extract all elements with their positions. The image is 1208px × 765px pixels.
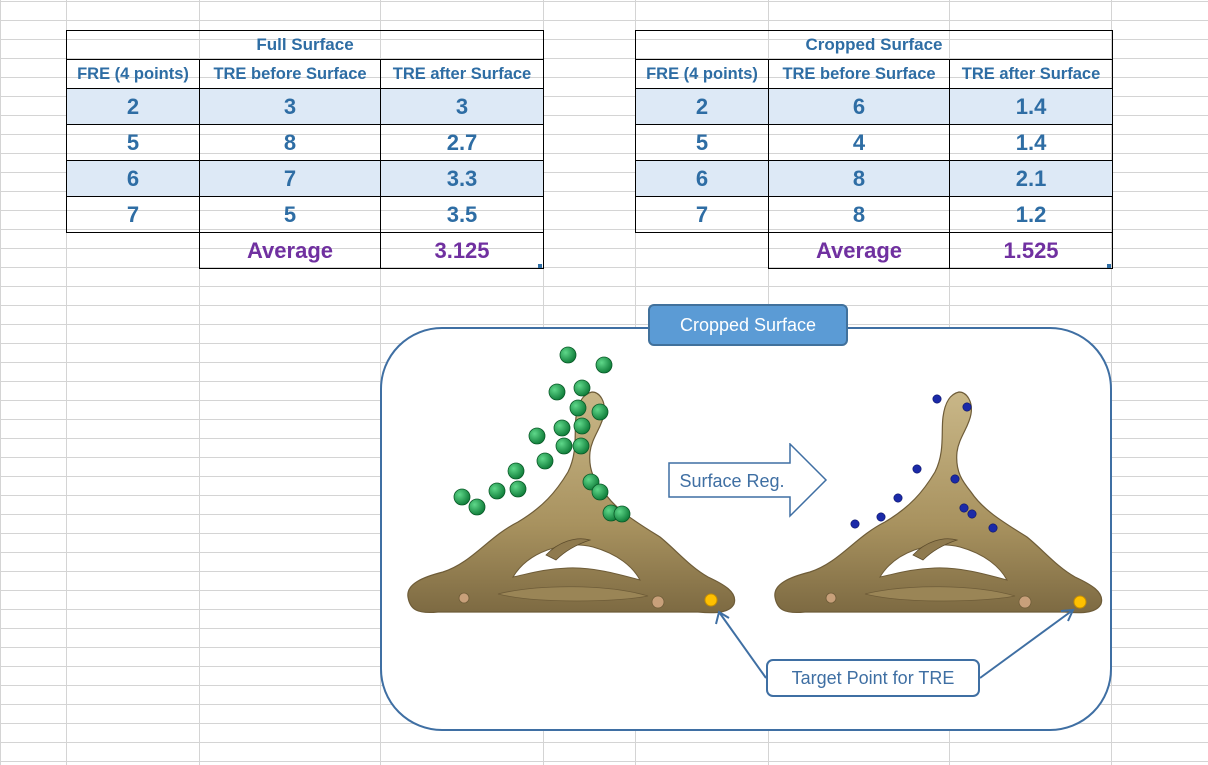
fiducial-point (488, 482, 506, 500)
fiducial-point (573, 417, 591, 435)
target-point-label[interactable]: Target Point for TRE (766, 659, 980, 697)
blank-cell (66, 232, 200, 269)
cell-tre-after: 2.1 (948, 160, 1114, 197)
fiducial-point (555, 437, 573, 455)
cell-fre: 6 (66, 160, 200, 197)
cell-tre-before: 8 (768, 196, 950, 233)
cell-tre-after: 2.7 (379, 124, 545, 161)
average-label: Average (199, 232, 381, 269)
cell-fre: 2 (66, 88, 200, 125)
fiducial-point (595, 356, 613, 374)
fiducial-point (613, 505, 631, 523)
connector-arrows (715, 608, 1075, 679)
fiducial-point (967, 509, 977, 519)
target-point (704, 593, 1087, 609)
fiducial-point (509, 480, 527, 498)
fiducial-point (850, 519, 860, 529)
cell-tre-before: 8 (199, 124, 381, 161)
fiducial-point (548, 383, 566, 401)
cropped-surface-table: Cropped Surface FRE (4 points) TRE befor… (634, 30, 1114, 269)
registration-arrow-icon (668, 443, 828, 518)
cell-tre-after: 3 (379, 88, 545, 125)
table-row: 2 3 3 (66, 88, 545, 125)
fiducial-point (959, 503, 969, 513)
cell-tre-after: 1.4 (948, 124, 1114, 161)
fiducial-points-before (453, 346, 631, 523)
fiducial-point (932, 394, 942, 404)
fiducial-point (536, 452, 554, 470)
header-fre: FRE (4 points) (635, 59, 769, 89)
table-row: 6 8 2.1 (635, 160, 1114, 197)
blank-cell (635, 232, 769, 269)
fiducial-point (569, 399, 587, 417)
cell-fre: 5 (635, 124, 769, 161)
header-fre: FRE (4 points) (66, 59, 200, 89)
table-row: 2 6 1.4 (635, 88, 1114, 125)
cell-tre-before: 7 (199, 160, 381, 197)
average-label: Average (768, 232, 950, 269)
full-surface-table: Full Surface FRE (4 points) TRE before S… (65, 30, 545, 269)
fiducial-point (591, 403, 609, 421)
fiducial-point (507, 462, 525, 480)
fiducial-point (528, 427, 546, 445)
table-row: 5 8 2.7 (66, 124, 545, 161)
header-tre-after: TRE after Surface (379, 59, 545, 89)
fiducial-point (591, 483, 609, 501)
cell-fre: 2 (635, 88, 769, 125)
fiducial-point (962, 402, 972, 412)
cell-resize-handle[interactable] (1107, 264, 1111, 268)
average-value: 3.125 (379, 232, 545, 269)
cell-tre-before: 3 (199, 88, 381, 125)
fiducial-point (876, 512, 886, 522)
fiducial-point (553, 419, 571, 437)
average-value: 1.525 (948, 232, 1114, 269)
cell-tre-before: 5 (199, 196, 381, 233)
fiducial-point (559, 346, 577, 364)
registration-label: Surface Reg. (679, 470, 785, 491)
fiducial-point (468, 498, 486, 516)
fiducial-point (453, 488, 471, 506)
cell-tre-before: 8 (768, 160, 950, 197)
full-surface-title: Full Surface (65, 30, 545, 60)
fiducial-point (988, 523, 998, 533)
fiducial-point (572, 437, 590, 455)
cell-fre: 5 (66, 124, 200, 161)
fiducial-point (573, 379, 591, 397)
fiducial-point (912, 464, 922, 474)
fiducial-point (893, 493, 903, 503)
cell-resize-handle[interactable] (538, 264, 542, 268)
cell-fre: 6 (635, 160, 769, 197)
fiducial-points-after (850, 394, 998, 533)
cell-tre-before: 6 (768, 88, 950, 125)
panel-title[interactable]: Cropped Surface (648, 304, 848, 346)
fiducial-point (950, 474, 960, 484)
header-tre-before: TRE before Surface (199, 59, 381, 89)
